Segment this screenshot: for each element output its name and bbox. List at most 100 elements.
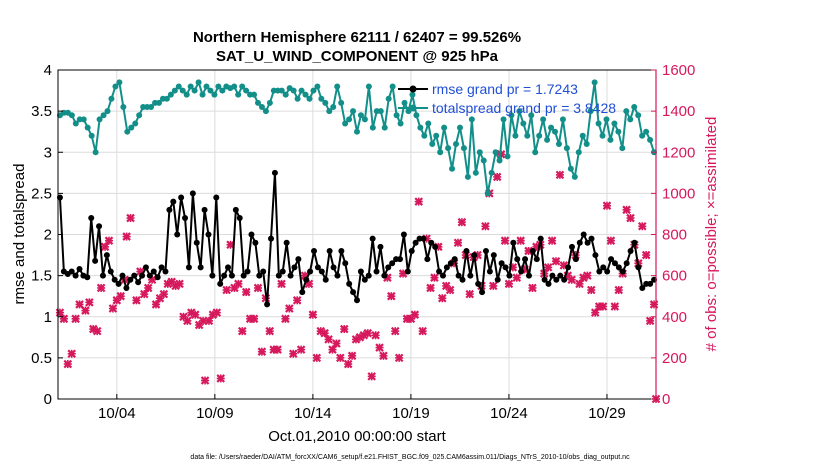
obs-point [414, 197, 424, 206]
spread-point [68, 112, 75, 119]
rmse-point [549, 272, 556, 279]
obs-point [390, 326, 400, 336]
spread-point [231, 83, 238, 90]
y-right-tick-label: 400 [662, 309, 687, 326]
rmse-point [260, 268, 267, 275]
spread-point [175, 83, 182, 90]
legend: rmse grand pr = 1.7243 totalspread grand… [398, 81, 616, 116]
rmse-point [584, 239, 591, 246]
spread-point [571, 173, 578, 180]
obs-point [547, 236, 557, 245]
spread-point [338, 99, 345, 106]
rmse-point [369, 235, 376, 242]
rmse-point [334, 272, 341, 279]
spread-point [520, 120, 527, 127]
spread-point [647, 136, 654, 143]
rmse-point [326, 247, 333, 254]
rmse-point [275, 272, 282, 279]
obs-point [614, 285, 624, 295]
spread-point [266, 99, 273, 106]
spread-point [183, 91, 190, 98]
spread-point [389, 83, 396, 90]
spread-point [595, 120, 602, 127]
rmse-point [225, 264, 232, 271]
rmse-point [635, 264, 642, 271]
rmse-point [420, 235, 427, 242]
spread-point [421, 132, 428, 139]
spread-point [92, 149, 99, 156]
obs-point [516, 236, 525, 245]
spread-point [429, 141, 436, 148]
rmse-point [377, 243, 384, 250]
obs-point [590, 308, 600, 317]
rmse-point [314, 264, 321, 271]
obs-point [190, 310, 200, 319]
chart-title-line-1: Northern Hemisphere 62111 / 62407 = 99.5… [193, 29, 521, 46]
rmse-point [451, 256, 458, 263]
rmse-point [96, 223, 103, 230]
rmse-point [271, 169, 278, 176]
spread-point [453, 141, 460, 148]
obs-point [59, 314, 69, 324]
spread-point [116, 79, 123, 86]
obs-point [122, 232, 131, 241]
spread-point [128, 124, 135, 131]
rmse-point [107, 268, 114, 275]
rmse-point [506, 272, 513, 279]
obs-point [371, 330, 380, 340]
data-file-footer: data file: /Users/raeder/DAI/ATM_forcXX/… [190, 454, 630, 461]
rmse-point [92, 257, 99, 264]
spread-point [401, 99, 408, 106]
obs-point [528, 283, 537, 293]
spread-point [425, 120, 432, 127]
rmse-point [357, 268, 364, 275]
spread-point [219, 87, 226, 94]
obs-point [126, 213, 135, 223]
spread-point [80, 116, 87, 123]
obs-point [265, 326, 275, 336]
spread-point [591, 79, 598, 86]
rmse-point [580, 231, 587, 238]
rmse-point [307, 268, 314, 275]
spread-point [540, 116, 547, 123]
obs-point [67, 349, 77, 359]
obs-point [100, 242, 110, 252]
spread-point [96, 116, 103, 123]
rmse-point [471, 252, 478, 259]
spread-point [179, 87, 186, 94]
spread-point [318, 95, 325, 102]
spread-point [548, 124, 555, 131]
rmse-point [557, 272, 564, 279]
y-left-tick-label: 2 [44, 227, 52, 244]
rmse-point [150, 268, 157, 275]
obs-point [379, 351, 388, 361]
obs-point [626, 213, 635, 223]
spread-point [508, 112, 515, 119]
obs-point [183, 316, 192, 326]
spread-point [298, 87, 305, 94]
rmse-point [268, 235, 275, 242]
obs-point [622, 205, 631, 215]
obs-point [234, 279, 243, 289]
x-tick-label: 10/09 [196, 405, 234, 422]
spread-point [512, 132, 519, 139]
obs-point [296, 345, 306, 354]
rmse-point [240, 272, 247, 279]
rmse-point [565, 264, 572, 271]
spread-point [203, 83, 210, 90]
spread-point [211, 91, 218, 98]
rmse-point [248, 231, 255, 238]
rmse-point [205, 231, 212, 238]
spread-point [385, 95, 392, 102]
rmse-point [201, 206, 208, 213]
obs-point [308, 310, 318, 319]
rmse-point [139, 272, 146, 279]
rmse-point [592, 252, 599, 259]
spread-point [441, 124, 448, 131]
rmse-point [463, 247, 470, 254]
spread-point [377, 108, 384, 115]
spread-point [449, 165, 456, 172]
obs-point [606, 236, 616, 245]
rmse-point [412, 239, 419, 246]
spread-point [262, 108, 269, 115]
